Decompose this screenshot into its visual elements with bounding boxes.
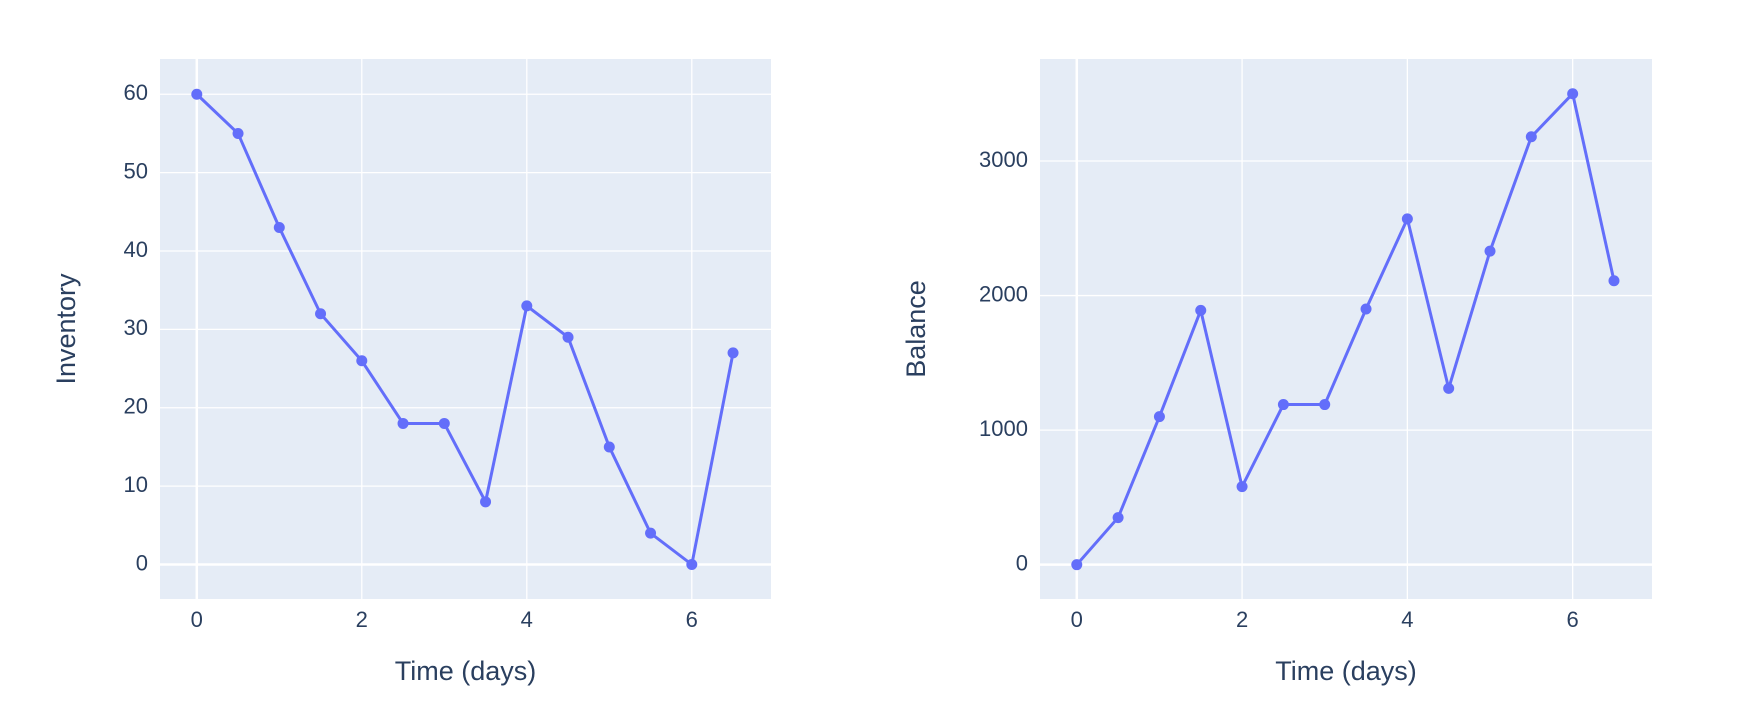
y-axis-title: Inventory	[51, 273, 81, 385]
data-point	[1484, 245, 1496, 257]
x-tick-label: 0	[191, 607, 203, 632]
data-point	[273, 222, 285, 234]
data-point	[1401, 213, 1413, 225]
x-tick-label: 4	[1401, 607, 1413, 632]
y-tick-label: 20	[124, 394, 148, 419]
y-tick-label: 60	[124, 80, 148, 105]
data-point	[1236, 481, 1248, 493]
data-point	[1153, 411, 1165, 423]
data-point	[438, 417, 450, 429]
x-tick-label: 0	[1071, 607, 1083, 632]
data-point	[1608, 275, 1620, 287]
data-point	[1277, 399, 1289, 411]
data-point	[1195, 304, 1207, 316]
data-point	[232, 127, 244, 139]
y-axis-title: Balance	[901, 280, 931, 378]
y-tick-label: 10	[124, 472, 148, 497]
data-point	[1112, 512, 1124, 524]
data-point	[1567, 88, 1579, 100]
x-axis-title: Time (days)	[1275, 656, 1417, 686]
x-tick-label: 2	[356, 607, 368, 632]
data-line	[195, 93, 735, 568]
data-point	[480, 496, 492, 508]
y-tick-label: 30	[124, 315, 148, 340]
y-tick-label: 0	[136, 550, 148, 575]
y-tick-label: 1000	[979, 416, 1028, 441]
data-point	[1360, 303, 1372, 315]
x-axis-title: Time (days)	[395, 656, 537, 686]
y-tick-label: 50	[124, 158, 148, 183]
data-point	[686, 559, 698, 571]
y-tick-label: 0	[1016, 550, 1028, 575]
y-tick-label: 40	[124, 237, 148, 262]
data-point	[315, 308, 327, 320]
data-point	[191, 88, 203, 100]
x-tick-label: 2	[1236, 607, 1248, 632]
data-point	[397, 417, 409, 429]
x-tick-label: 6	[1567, 607, 1579, 632]
plot-area	[1040, 59, 1652, 599]
data-point	[1525, 131, 1537, 143]
data-point	[1071, 559, 1083, 571]
data-point	[562, 331, 574, 343]
x-tick-label: 4	[521, 607, 533, 632]
y-tick-label: 2000	[979, 281, 1028, 306]
data-point	[1443, 382, 1455, 394]
data-point	[645, 527, 657, 539]
data-point	[727, 347, 739, 359]
data-point	[603, 441, 615, 453]
data-point	[356, 355, 368, 367]
y-tick-label: 3000	[979, 147, 1028, 172]
x-tick-label: 6	[686, 607, 698, 632]
data-point	[1319, 399, 1331, 411]
data-line	[1075, 90, 1616, 566]
data-point	[521, 300, 533, 312]
